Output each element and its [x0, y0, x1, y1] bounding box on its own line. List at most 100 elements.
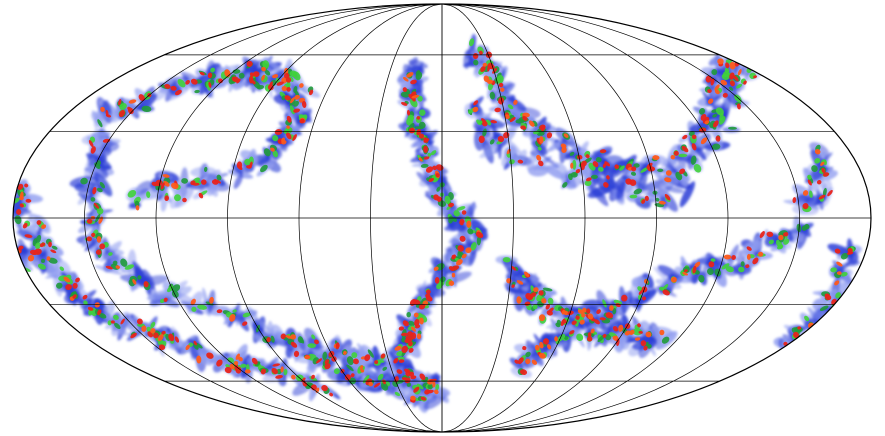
mid-density-blob [97, 119, 103, 128]
mid-density-blob [452, 217, 458, 223]
high-density-blob [615, 303, 621, 308]
high-density-blob [433, 266, 439, 271]
mid-density-blob [203, 166, 208, 172]
mid-density-blob [840, 252, 849, 260]
mid-density-blob [718, 116, 726, 125]
high-density-blob [411, 326, 416, 332]
high-density-blob [746, 253, 751, 260]
high-density-blob [110, 320, 115, 324]
low-density-blob [91, 111, 108, 127]
high-density-blob [171, 182, 179, 190]
high-density-blob [86, 236, 92, 242]
high-density-blob [729, 80, 735, 87]
high-density-blob [350, 373, 355, 378]
high-density-blob [132, 278, 137, 285]
high-density-blob [604, 161, 611, 167]
high-density-blob [353, 358, 359, 365]
mid-density-blob [382, 366, 388, 371]
high-density-blob [560, 318, 566, 326]
low-density-blob [94, 265, 123, 275]
high-density-blob [631, 166, 637, 172]
high-density-blob [692, 265, 697, 274]
high-density-blob [684, 269, 688, 273]
high-density-blob [538, 314, 546, 322]
mid-density-blob [417, 95, 423, 102]
high-density-blob [229, 314, 236, 322]
high-density-blob [710, 78, 715, 86]
high-density-blob [494, 107, 501, 113]
high-density-blob [174, 89, 182, 96]
high-density-blob [72, 294, 77, 299]
high-density-blob [199, 71, 205, 76]
low-density-blob [672, 154, 695, 161]
high-density-blob [658, 200, 666, 205]
high-density-blob [425, 166, 434, 173]
high-density-blob [541, 125, 546, 132]
high-density-blob [290, 334, 297, 340]
high-density-blob [299, 83, 304, 88]
mid-density-blob [286, 81, 291, 89]
high-density-blob [218, 78, 223, 84]
high-density-blob [511, 284, 515, 288]
high-density-blob [533, 287, 539, 293]
mid-density-blob [453, 210, 460, 217]
high-density-blob [284, 95, 291, 101]
high-density-blob [164, 83, 171, 89]
low-density-blob [470, 49, 487, 62]
high-density-blob [382, 379, 386, 385]
high-density-blob [822, 172, 830, 177]
high-density-blob [691, 143, 697, 151]
high-density-blob [517, 159, 524, 164]
high-density-blob [545, 304, 551, 310]
mid-density-blob [657, 168, 664, 172]
high-density-blob [516, 280, 524, 285]
high-density-blob [94, 302, 100, 308]
mid-density-blob [283, 368, 288, 376]
high-density-blob [461, 210, 467, 215]
low-density-blob [190, 166, 217, 178]
high-density-blob [497, 135, 505, 143]
high-density-blob [664, 193, 671, 201]
mid-density-blob [711, 109, 718, 113]
mid-density-blob [725, 266, 734, 273]
mid-density-blob [420, 163, 429, 168]
low-density-blob [255, 319, 277, 337]
high-density-blob [618, 324, 624, 332]
mid-density-blob [822, 187, 827, 197]
high-density-blob [290, 341, 298, 348]
mid-density-blob [814, 158, 821, 164]
low-density-blob [721, 95, 731, 121]
high-density-blob [280, 366, 284, 373]
high-density-blob [410, 79, 417, 85]
mid-density-blob [590, 174, 598, 180]
mid-density-blob [430, 150, 437, 156]
high-density-blob [196, 355, 202, 364]
high-density-blob [448, 280, 455, 286]
mid-density-blob [59, 266, 65, 271]
high-density-blob [802, 190, 809, 196]
high-density-blob [308, 89, 314, 96]
mid-density-blob [619, 165, 625, 171]
high-density-blob [418, 133, 425, 139]
low-density-blob [679, 181, 696, 208]
high-density-blob [820, 161, 825, 166]
high-density-blob [816, 179, 822, 185]
high-density-blob [569, 330, 575, 335]
high-density-blob [329, 392, 333, 397]
mid-density-blob [351, 352, 358, 359]
high-density-blob [39, 242, 46, 248]
high-density-blob [743, 80, 747, 85]
mid-density-blob [712, 113, 718, 118]
high-density-blob [662, 289, 670, 296]
mid-density-blob [35, 242, 41, 250]
high-density-blob [547, 344, 552, 350]
mid-density-blob [444, 195, 451, 205]
high-density-blob [286, 115, 292, 123]
mid-density-blob [288, 76, 294, 82]
high-density-blob [487, 79, 493, 85]
high-density-blob [151, 181, 158, 187]
high-density-blob [182, 197, 187, 203]
high-density-blob [98, 216, 103, 224]
mid-density-blob [633, 188, 642, 195]
high-density-blob [19, 203, 24, 208]
